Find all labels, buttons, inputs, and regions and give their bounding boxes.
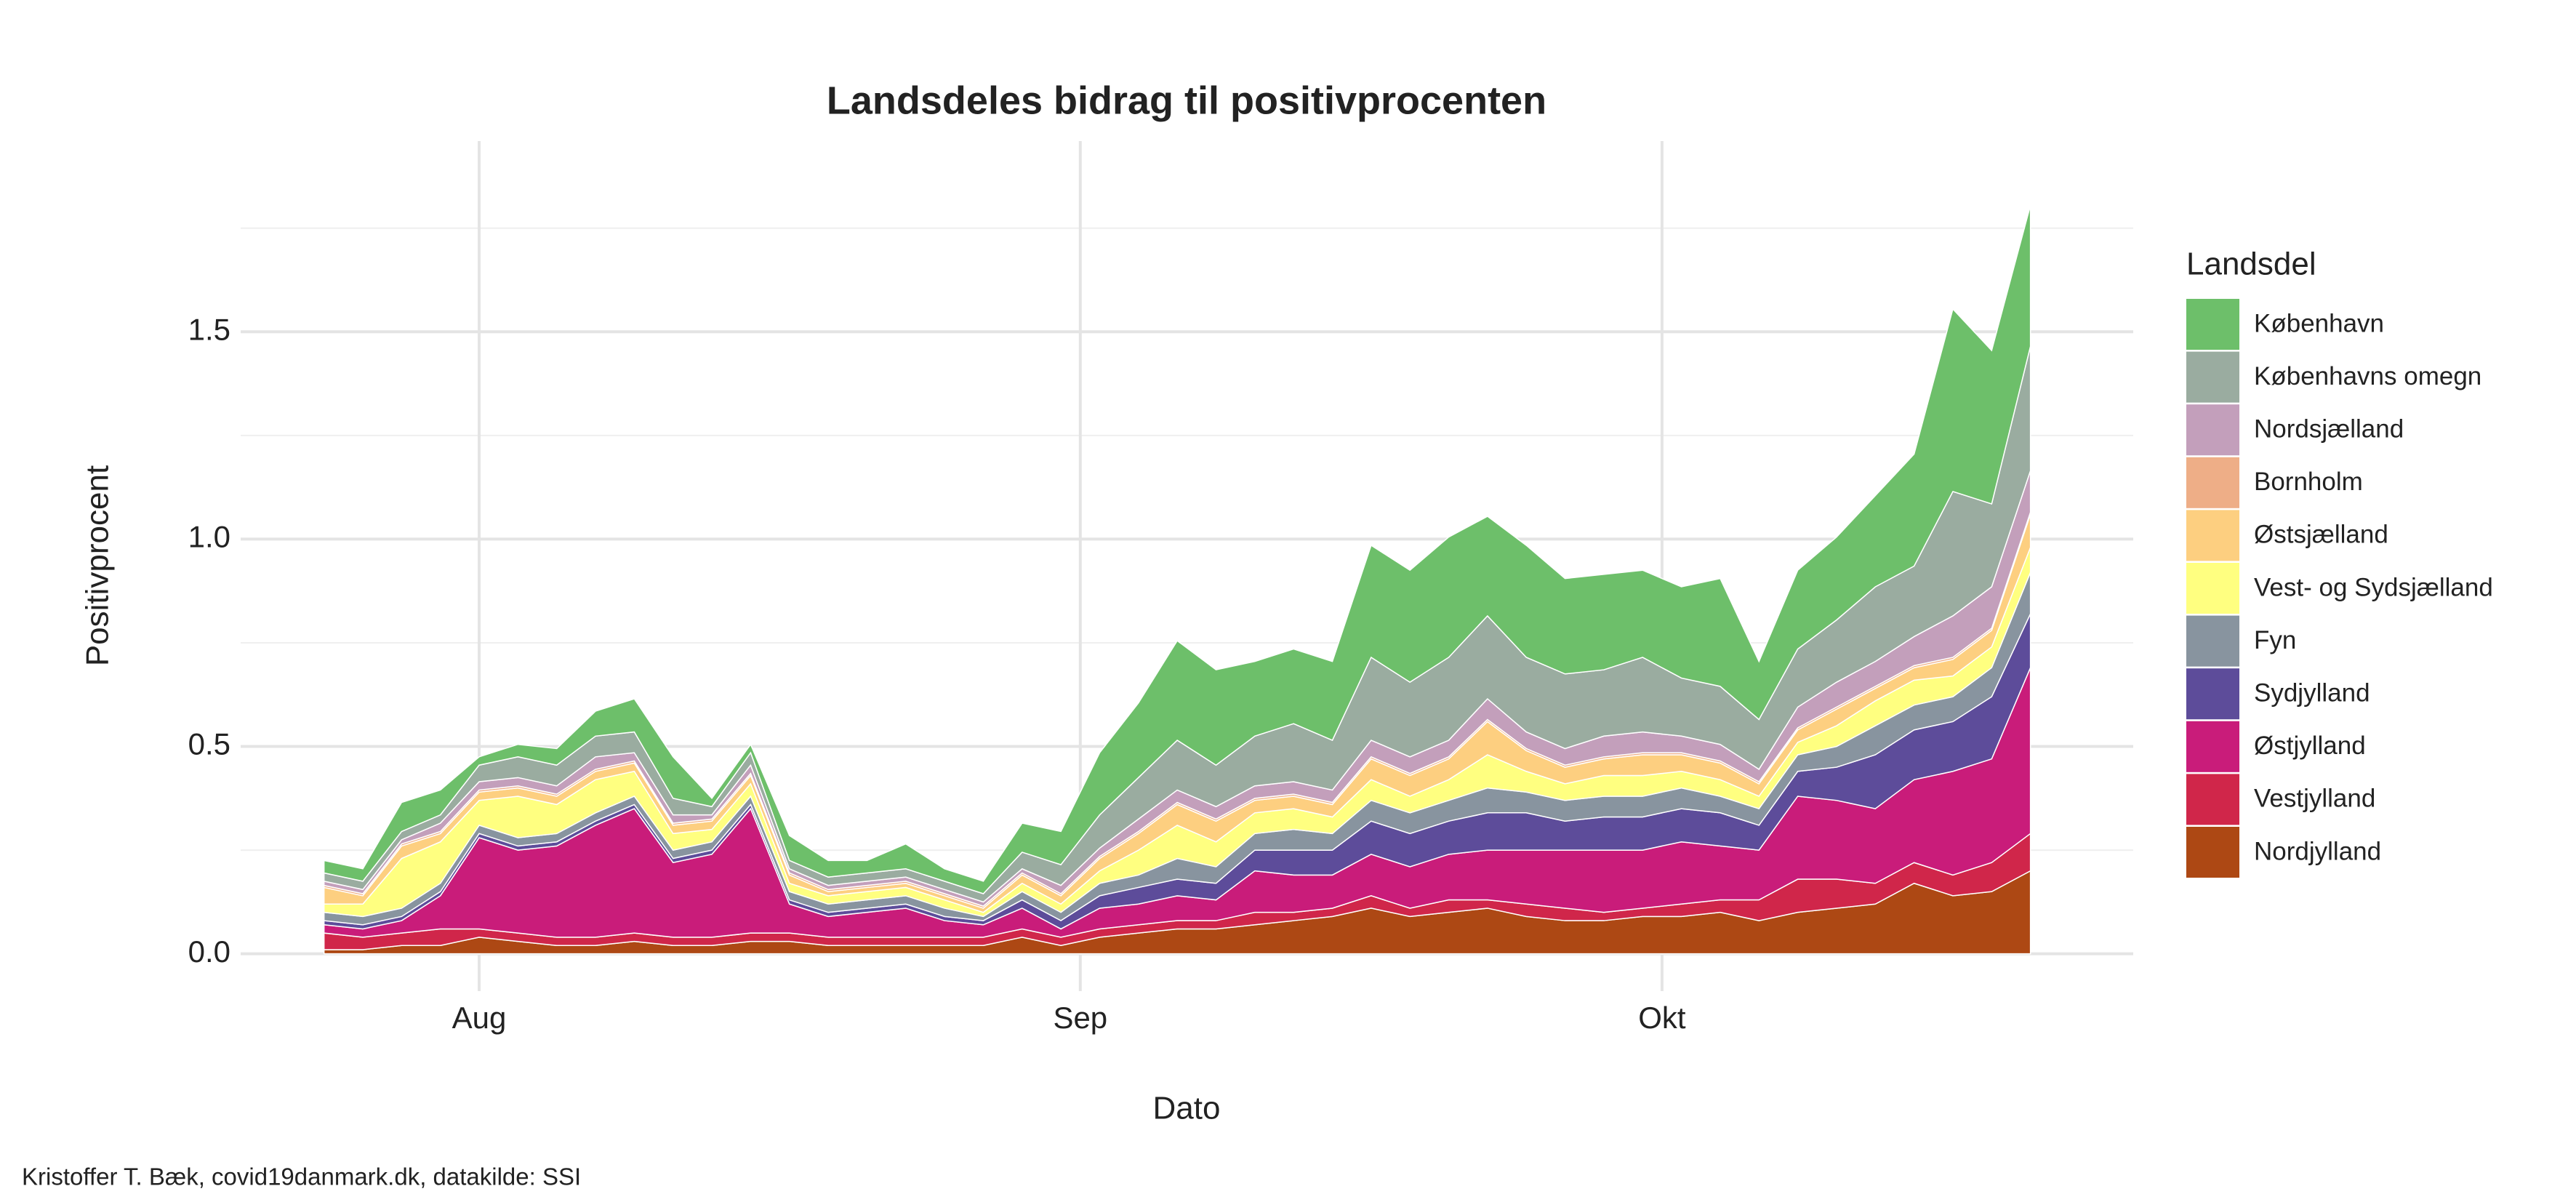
legend-swatch (2186, 404, 2239, 456)
legend-label: Vestjylland (2254, 785, 2375, 813)
x-axis-label: Dato (1153, 1091, 1221, 1126)
legend-swatch (2186, 563, 2239, 614)
legend-label: Københavns omegn (2254, 362, 2481, 390)
y-tick-label: 0.5 (188, 727, 230, 761)
legend-title: Landsdel (2186, 247, 2316, 282)
legend-label: Sydjylland (2254, 678, 2370, 707)
legend-swatch (2186, 668, 2239, 720)
x-tick-label: Aug (452, 1001, 507, 1035)
x-tick-label: Sep (1053, 1001, 1107, 1035)
legend-label: København (2254, 309, 2384, 337)
x-tick-label: Okt (1638, 1001, 1686, 1035)
y-axis-label: Positivprocent (80, 465, 116, 666)
legend-swatch (2186, 721, 2239, 772)
legend-label: Østsjælland (2254, 521, 2388, 549)
legend-label: Østjylland (2254, 732, 2366, 760)
legend-swatch (2186, 457, 2239, 508)
y-tick-label: 1.5 (188, 312, 230, 346)
legend-swatch (2186, 299, 2239, 350)
caption: Kristoffer T. Bæk, covid19danmark.dk, da… (22, 1163, 581, 1190)
y-tick-label: 1.0 (188, 520, 230, 554)
chart-title: Landsdeles bidrag til positivprocenten (827, 79, 1546, 122)
legend-swatch (2186, 510, 2239, 561)
legend-swatch (2186, 351, 2239, 403)
legend-swatch (2186, 827, 2239, 878)
legend-label: Bornholm (2254, 468, 2363, 496)
legend-label: Fyn (2254, 626, 2296, 654)
legend-swatch (2186, 774, 2239, 825)
legend-label: Vest- og Sydsjælland (2254, 573, 2493, 601)
legend-swatch (2186, 615, 2239, 667)
legend-label: Nordjylland (2254, 837, 2381, 865)
y-tick-label: 0.0 (188, 934, 230, 969)
legend-label: Nordsjælland (2254, 414, 2404, 443)
area (323, 205, 2031, 894)
